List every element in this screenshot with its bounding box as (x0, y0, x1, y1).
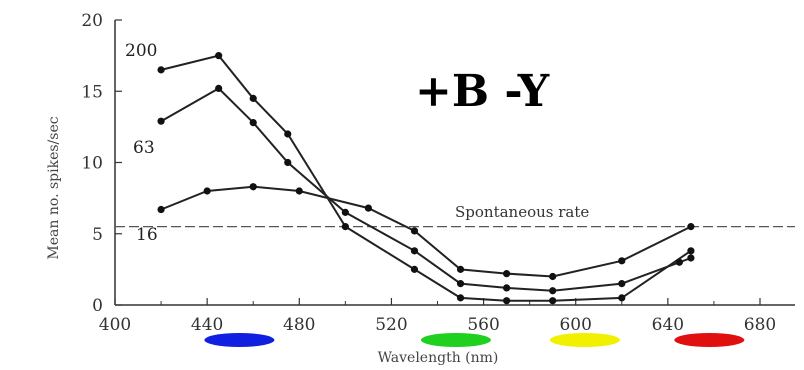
data-point-200 (549, 297, 557, 305)
data-point-200 (341, 223, 349, 231)
data-point-63 (215, 84, 223, 92)
series-label-200: 200 (125, 41, 157, 61)
color-mark-1 (420, 333, 491, 347)
y-tick-label: 5 (92, 225, 103, 245)
data-point-63 (341, 208, 349, 216)
data-point-63 (618, 280, 626, 288)
color-mark-0 (204, 333, 275, 347)
data-point-200 (284, 130, 292, 138)
data-point-63 (157, 117, 165, 125)
data-point-16 (549, 272, 557, 281)
data-point-200 (249, 94, 257, 102)
x-tick-label: 480 (283, 315, 315, 335)
data-point-63 (687, 254, 695, 262)
data-point-63 (456, 280, 465, 288)
data-point-16 (410, 227, 419, 235)
data-point-63 (284, 158, 292, 167)
data-point-16 (157, 205, 165, 214)
x-tick-label: 640 (652, 315, 684, 335)
data-point-16 (249, 183, 257, 191)
series-line-63 (160, 87, 692, 292)
data-point-63 (503, 284, 511, 292)
data-point-200 (215, 52, 223, 60)
data-point-16 (618, 257, 626, 265)
ticks: 400 440 480 520 560 600 640 680 0 5 10 15 20 (81, 11, 776, 335)
data-point-200 (410, 265, 419, 273)
y-tick-label: 0 (92, 296, 103, 316)
data-point-16 (687, 223, 695, 231)
data-point-200 (157, 66, 165, 74)
data-point-200 (687, 247, 695, 255)
series-label-16: 16 (136, 225, 158, 245)
y-tick-label: 20 (81, 11, 103, 31)
x-tick-label: 440 (191, 315, 223, 335)
x-axis-title: Wavelength (nm) (378, 350, 499, 366)
data-point-63 (675, 258, 683, 266)
axes (114, 20, 795, 306)
color-marks (204, 333, 745, 347)
data-point-63 (249, 119, 257, 127)
x-tick-label: 400 (99, 315, 131, 335)
series-line-16 (160, 185, 692, 278)
data-point-200 (618, 294, 626, 302)
data-point-16 (503, 270, 511, 278)
color-mark-3 (674, 333, 745, 347)
data-point-63 (410, 247, 419, 255)
data-point-200 (503, 297, 511, 305)
data-point-16 (203, 187, 211, 195)
data-point-16 (295, 187, 303, 195)
reference-line-label: Spontaneous rate (455, 203, 589, 221)
x-tick-label: 680 (744, 315, 776, 335)
y-axis-title: Mean no. spikes/sec (46, 116, 62, 259)
data-point-16 (364, 204, 372, 212)
x-tick-label: 520 (375, 315, 407, 335)
series-lines (157, 52, 695, 305)
series-label-63: 63 (133, 138, 155, 158)
y-tick-label: 15 (81, 82, 103, 102)
y-tick-label: 10 (81, 154, 103, 174)
data-point-16 (456, 265, 465, 273)
x-tick-label: 560 (467, 315, 499, 335)
x-tick-label: 600 (559, 315, 591, 335)
main-annotation: +B -Y (415, 66, 550, 117)
data-point-63 (549, 287, 557, 295)
color-mark-2 (549, 333, 620, 347)
data-point-200 (456, 294, 465, 302)
